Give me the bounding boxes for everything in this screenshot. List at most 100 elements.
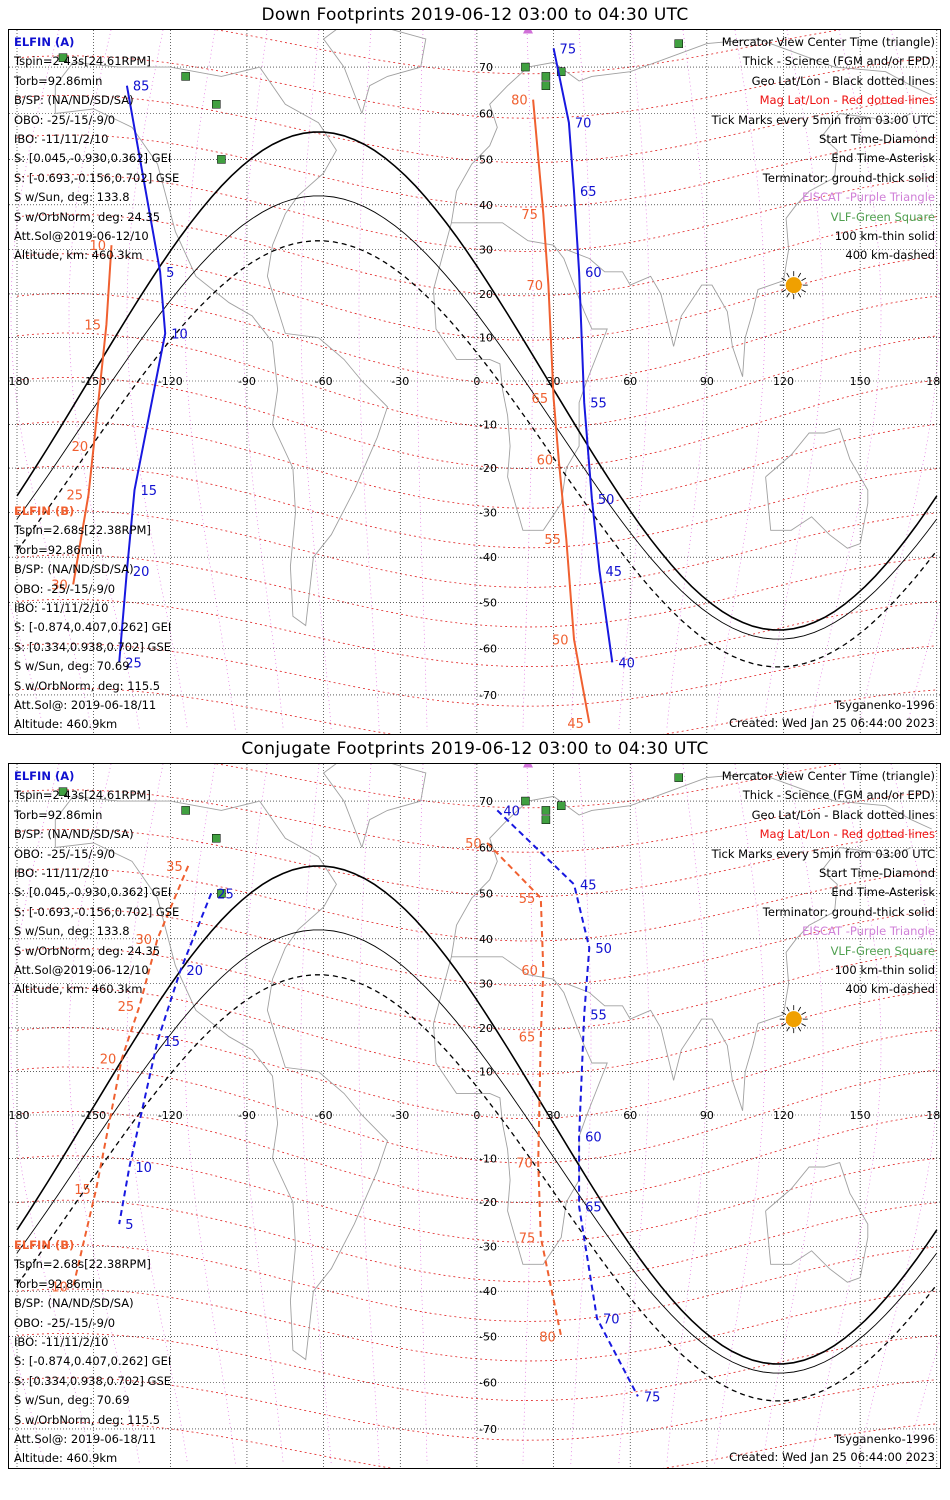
elfin-b-tick-label: 25: [118, 1000, 135, 1015]
elfin-b-line: S w/Sun, deg: 70.69: [14, 659, 130, 674]
elfin-a-tick-label: 85: [133, 80, 150, 95]
legend-item: Terminator: ground-thick solid: [762, 904, 935, 919]
mag-lon-line: [10, 30, 92, 731]
elfin-a-line: B/SP: (NA/ND/SD/SA): [14, 93, 134, 108]
sun-ray: [797, 272, 802, 278]
elfin-b-line: S: [-0.874,0.407,0.262] GEI: [14, 1354, 172, 1369]
elfin-b-tick-label: 30: [51, 578, 68, 593]
down-footprints-panel: -180 -150 -120 -90 -60 -30 0 30 60 90 120 150 180 70 6…: [8, 29, 941, 735]
sun-ray: [781, 1023, 787, 1027]
lat-axis-label: -50: [479, 597, 497, 610]
legend-item: Terminator: ground-thick solid: [762, 170, 935, 185]
lon-axis-label: -120: [158, 375, 183, 388]
mag-lon-line: [714, 764, 766, 1465]
elfin-b-line: Altitude: 460.9km: [14, 717, 118, 732]
elfin-a-tick-label: 60: [585, 1131, 602, 1146]
lat-axis-label: 30: [479, 978, 493, 991]
vlf-square-icon: [181, 806, 190, 815]
sun-ray: [786, 1006, 790, 1012]
elfin-b-line: Altitude: 460.9km: [14, 1451, 118, 1466]
legend-item: End Time-Asterisk: [831, 151, 935, 166]
vlf-square-icon: [217, 889, 226, 898]
elfin-a-tick-label: 40: [503, 804, 520, 819]
elfin-b-tick-label: 60: [537, 453, 554, 468]
orbit-track: [496, 809, 639, 1397]
map-canvas: -180 -150 -120 -90 -60 -30 0 30 60 90 120 150 180 70 6…: [9, 30, 940, 734]
lat-axis-label: -10: [479, 1152, 497, 1165]
legend-item: Tick Marks every 5min from 03:00 UTC: [711, 846, 935, 861]
sun-ray: [801, 1023, 807, 1027]
elfin-b-tick-label: 75: [521, 208, 538, 223]
lon-axis-label: -60: [315, 1109, 333, 1122]
lon-axis-label: -30: [391, 375, 409, 388]
coastline: [433, 956, 608, 1265]
lon-axis-label: -60: [315, 375, 333, 388]
coastline: [322, 764, 427, 848]
elfin-a-line: S w/Sun, deg: 133.8: [14, 924, 130, 939]
elfin-b-tick-label: 10: [51, 1281, 68, 1296]
elfin-b-line: Att.Sol@: 2019-06-18/11: [14, 1431, 157, 1446]
mag-lon-line: [522, 30, 534, 731]
elfin-b-tick-label: 80: [511, 94, 528, 109]
coastline: [450, 772, 932, 957]
elfin-b-tick-label: 15: [74, 1183, 91, 1198]
created-label: Created: Wed Jan 25 06:44:00 2023: [728, 1450, 935, 1464]
elfin-b-line: S w/OrbNorm, deg: 115.5: [14, 678, 161, 693]
legend-item: Mag Lat/Lon - Red dotted lines: [759, 93, 935, 108]
elfin-a-tick-label: 65: [585, 1200, 602, 1215]
mag-lon-line: [126, 30, 188, 731]
coastline: [54, 61, 389, 627]
elfin-a-tick-label: 45: [606, 565, 623, 580]
elfin-a-tick-label: 50: [598, 493, 615, 508]
lon-axis-label: -90: [238, 1109, 256, 1122]
mag-lon-line: [358, 764, 380, 1465]
elfin-b-tick-label: 45: [567, 717, 584, 732]
sun-ray: [801, 277, 807, 281]
legend-item: 100 km-thin solid: [834, 962, 935, 977]
lat-axis-label: -40: [479, 1285, 497, 1298]
elfin-b-line: OBO: -25/-15/-9/0: [14, 1315, 116, 1330]
mag-lon-line: [416, 30, 428, 731]
elfin-a-tick-label: 75: [644, 1390, 661, 1405]
sun-ray: [786, 292, 790, 298]
elfin-a-title: ELFIN (A): [14, 35, 75, 49]
sun-ray: [801, 289, 807, 293]
lon-axis-label: 90: [700, 1109, 714, 1122]
orbit-track: [486, 842, 563, 1337]
elfin-b-tick-label: 35: [166, 860, 183, 875]
elfin-a-line: S w/OrbNorm, deg: 24.35: [14, 209, 161, 224]
mag-lon-line: [10, 764, 92, 1465]
elfin-b-line: OBO: -25/-15/-9/0: [14, 581, 116, 596]
elfin-a-info: ELFIN (A) Tspin=2.43s[24.61RPM] Torb=92.86…: [14, 767, 179, 1000]
elfin-a-tick-label: 10: [171, 327, 188, 342]
coastline: [765, 428, 869, 549]
map-canvas: -180 -150 -120 -90 -60 -30 0 30 60 90 120 150 180 70 6…: [9, 764, 940, 1468]
elfin-a-line: S: [-0.693,-0.156,0.702] GSE: [14, 170, 180, 185]
mag-lat-line: [16, 643, 937, 707]
legend-item: Mag Lat/Lon - Red dotted lines: [759, 827, 935, 842]
elfin-a-line: S w/OrbNorm, deg: 24.35: [14, 943, 161, 958]
elfin-b-line: IBO: -11/11/2/10: [14, 600, 109, 615]
elfin-a-tick-label: 75: [560, 42, 577, 57]
mag-lat-line: [16, 213, 937, 297]
vlf-square-icon: [541, 806, 551, 815]
sun-icon: [785, 277, 802, 294]
lon-axis-label: 150: [850, 1109, 871, 1122]
legend-item: EISCAT -Purple Triangle: [802, 924, 935, 939]
lon-axis-label: 60: [623, 375, 637, 388]
elfin-a-tick-label: 15: [141, 484, 158, 499]
elfin-b-tick-label: 10: [90, 239, 107, 254]
legend-item: Start Time-Diamond: [819, 865, 935, 880]
orbit-track: [72, 245, 113, 585]
coastline: [433, 222, 608, 531]
elfin-a-tick-label: 40: [618, 656, 635, 671]
legend-item: Mercator View Center Time (triangle): [721, 35, 935, 49]
vlf-square-icon: [58, 787, 68, 796]
elfin-b-line: S w/OrbNorm, deg: 115.5: [14, 1412, 161, 1427]
coastline: [54, 795, 389, 1361]
elfin-b-tick-label: 65: [532, 392, 549, 407]
mag-lon-line: [300, 30, 332, 731]
legend-item: Tick Marks every 5min from 03:00 UTC: [711, 112, 935, 127]
elfin-a-tick-label: 70: [575, 117, 592, 132]
lat-axis-label: -10: [479, 418, 497, 431]
